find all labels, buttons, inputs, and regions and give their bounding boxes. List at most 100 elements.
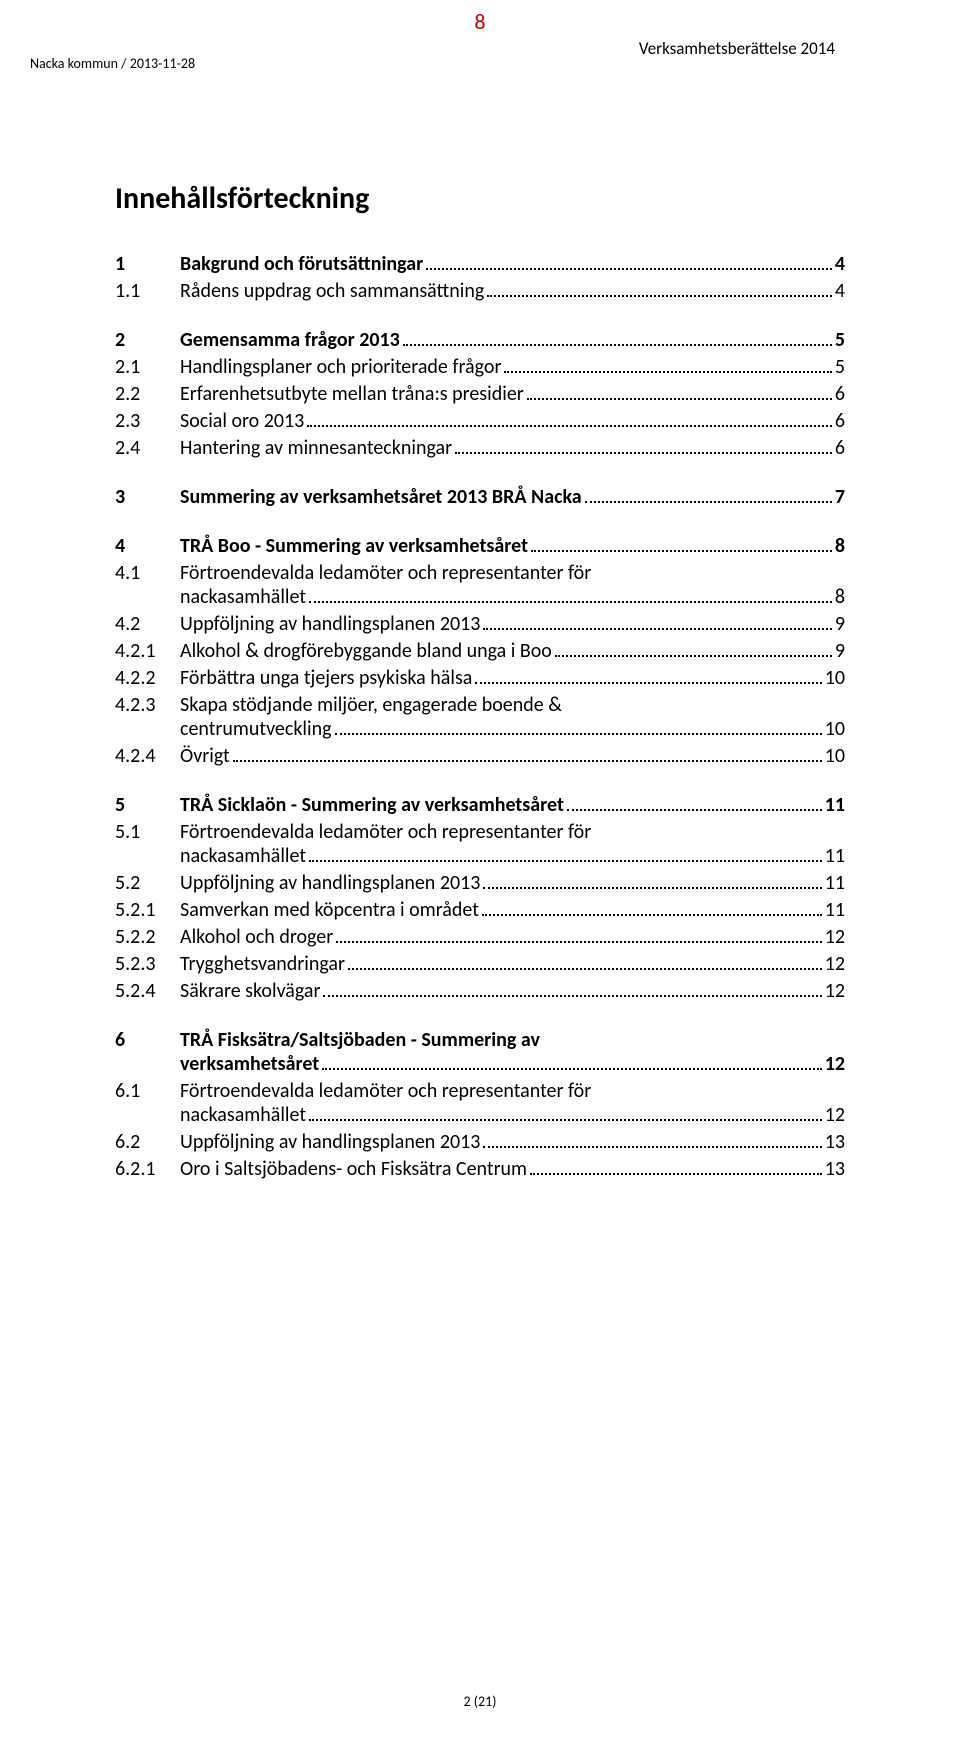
toc-text: Skapa stödjande miljöer, engagerade boen… — [180, 693, 845, 741]
toc-label: nackasamhället — [180, 1103, 306, 1127]
toc-row: 5.1Förtroendevalda ledamöter och represe… — [115, 820, 845, 868]
toc-label: Säkrare skolvägar — [180, 979, 320, 1003]
toc-row: 4.2.3Skapa stödjande miljöer, engagerade… — [115, 693, 845, 741]
toc-text: Handlingsplaner och prioriterade frågor5 — [180, 355, 845, 379]
toc-dots — [309, 601, 832, 603]
toc-text: Social oro 2013 6 — [180, 409, 845, 433]
toc-page: 11 — [825, 898, 845, 922]
toc-label: TRÅ Boo - Summering av verksamhetsåret — [180, 534, 528, 558]
toc-label-line2-row: nackasamhället8 — [180, 585, 845, 609]
toc-row: 3Summering av verksamhetsåret 2013 BRÅ N… — [115, 485, 845, 509]
toc-page: 13 — [825, 1130, 845, 1154]
toc-row: 5.2.4Säkrare skolvägar 12 — [115, 979, 845, 1003]
toc-label: TRÅ Sicklaön - Summering av verksamhetså… — [180, 793, 564, 817]
toc-page: 10 — [825, 744, 845, 768]
toc-dots — [323, 995, 821, 997]
toc-row: 1Bakgrund och förutsättningar4 — [115, 252, 845, 276]
toc-page: 6 — [835, 409, 845, 433]
toc-label: nackasamhället — [180, 844, 306, 868]
toc-page: 11 — [825, 871, 845, 895]
toc-row: 5.2.2Alkohol och droger12 — [115, 925, 845, 949]
toc-number: 6.2.1 — [115, 1157, 180, 1181]
toc-text: Bakgrund och förutsättningar4 — [180, 252, 845, 276]
toc-page: 4 — [835, 279, 845, 303]
toc-dots — [233, 760, 822, 762]
toc-dots — [555, 655, 832, 657]
toc-page: 5 — [835, 355, 845, 379]
toc-text: Oro i Saltsjöbadens- och Fisksätra Centr… — [180, 1157, 845, 1181]
toc-label-line2-row: centrumutveckling10 — [180, 717, 845, 741]
toc-page: 8 — [835, 585, 845, 609]
toc-page: 12 — [825, 952, 845, 976]
toc-dots — [483, 1146, 821, 1148]
toc-label: centrumutveckling — [180, 717, 332, 741]
toc-page: 7 — [835, 485, 845, 509]
toc-row: 4TRÅ Boo - Summering av verksamhetsåret8 — [115, 534, 845, 558]
toc-page: 12 — [825, 979, 845, 1003]
toc-page: 11 — [825, 793, 845, 817]
toc-text: Förtroendevalda ledamöter och representa… — [180, 820, 845, 868]
toc-page: 12 — [825, 1052, 845, 1076]
toc-dots — [530, 1173, 822, 1175]
toc-dots — [487, 295, 832, 297]
toc-page: 13 — [825, 1157, 845, 1181]
toc-gap — [115, 1006, 845, 1028]
toc-text: Hantering av minnesanteckningar6 — [180, 436, 845, 460]
toc-label: Samverkan med köpcentra i området — [180, 898, 479, 922]
toc-text: Förtroendevalda ledamöter och representa… — [180, 1079, 845, 1127]
toc-number: 1 — [115, 252, 180, 276]
toc-number: 6.1 — [115, 1079, 180, 1103]
toc-row: 6TRÅ Fisksätra/Saltsjöbaden - Summering … — [115, 1028, 845, 1076]
toc-label: Trygghetsvandringar — [180, 952, 345, 976]
toc-dots — [322, 1068, 822, 1070]
toc-text: Uppföljning av handlingsplanen 201313 — [180, 1130, 845, 1154]
toc-number: 5.2.3 — [115, 952, 180, 976]
toc-number: 4.2.2 — [115, 666, 180, 690]
toc-row: 4.2.1Alkohol & drogförebyggande bland un… — [115, 639, 845, 663]
toc-page: 5 — [835, 328, 845, 352]
toc-page: 11 — [825, 844, 845, 868]
toc-dots — [336, 941, 822, 943]
toc-label: Summering av verksamhetsåret 2013 BRÅ Na… — [180, 485, 582, 509]
toc-dots — [403, 344, 832, 346]
toc-gap — [115, 512, 845, 534]
toc-text: Övrigt10 — [180, 744, 845, 768]
toc-text: TRÅ Fisksätra/Saltsjöbaden - Summering a… — [180, 1028, 845, 1076]
toc-label: Oro i Saltsjöbadens- och Fisksätra Centr… — [180, 1157, 527, 1181]
toc-dots — [531, 550, 832, 552]
toc-text: Uppföljning av handlingsplanen 20139 — [180, 612, 845, 636]
toc-number: 6.2 — [115, 1130, 180, 1154]
toc-number: 1.1 — [115, 279, 180, 303]
toc-page: 12 — [825, 1103, 845, 1127]
toc-dots — [482, 914, 822, 916]
toc-row: 2.4Hantering av minnesanteckningar6 — [115, 436, 845, 460]
toc-text: TRÅ Boo - Summering av verksamhetsåret8 — [180, 534, 845, 558]
toc-number: 2 — [115, 328, 180, 352]
toc-text: Gemensamma frågor 20135 — [180, 328, 845, 352]
toc-label: Förbättra unga tjejers psykiska hälsa — [180, 666, 472, 690]
toc-number: 5.1 — [115, 820, 180, 844]
toc-label-line1: Skapa stödjande miljöer, engagerade boen… — [180, 693, 845, 717]
toc-number: 5.2.4 — [115, 979, 180, 1003]
toc-dots — [348, 968, 822, 970]
toc-label: Social oro 2013 — [180, 409, 304, 433]
toc-label-line1: Förtroendevalda ledamöter och representa… — [180, 1079, 845, 1103]
header-right: Verksamhetsberättelse 2014 — [639, 38, 835, 59]
toc-label-line1: Förtroendevalda ledamöter och representa… — [180, 820, 845, 844]
toc-number: 2.1 — [115, 355, 180, 379]
toc-number: 2.3 — [115, 409, 180, 433]
toc-dots — [309, 860, 822, 862]
toc-label-line1: TRÅ Fisksätra/Saltsjöbaden - Summering a… — [180, 1028, 845, 1052]
toc-gap — [115, 771, 845, 793]
toc-gap — [115, 306, 845, 328]
toc-dots — [307, 425, 832, 427]
toc-label-line1: Förtroendevalda ledamöter och representa… — [180, 561, 845, 585]
toc-row: 6.1Förtroendevalda ledamöter och represe… — [115, 1079, 845, 1127]
toc-text: Alkohol och droger12 — [180, 925, 845, 949]
toc-page: 10 — [825, 666, 845, 690]
toc-page: 4 — [835, 252, 845, 276]
toc-number: 4.1 — [115, 561, 180, 585]
toc-page: 6 — [835, 436, 845, 460]
table-of-contents: 1Bakgrund och förutsättningar41.1Rådens … — [115, 252, 845, 1181]
toc-number: 4.2.4 — [115, 744, 180, 768]
